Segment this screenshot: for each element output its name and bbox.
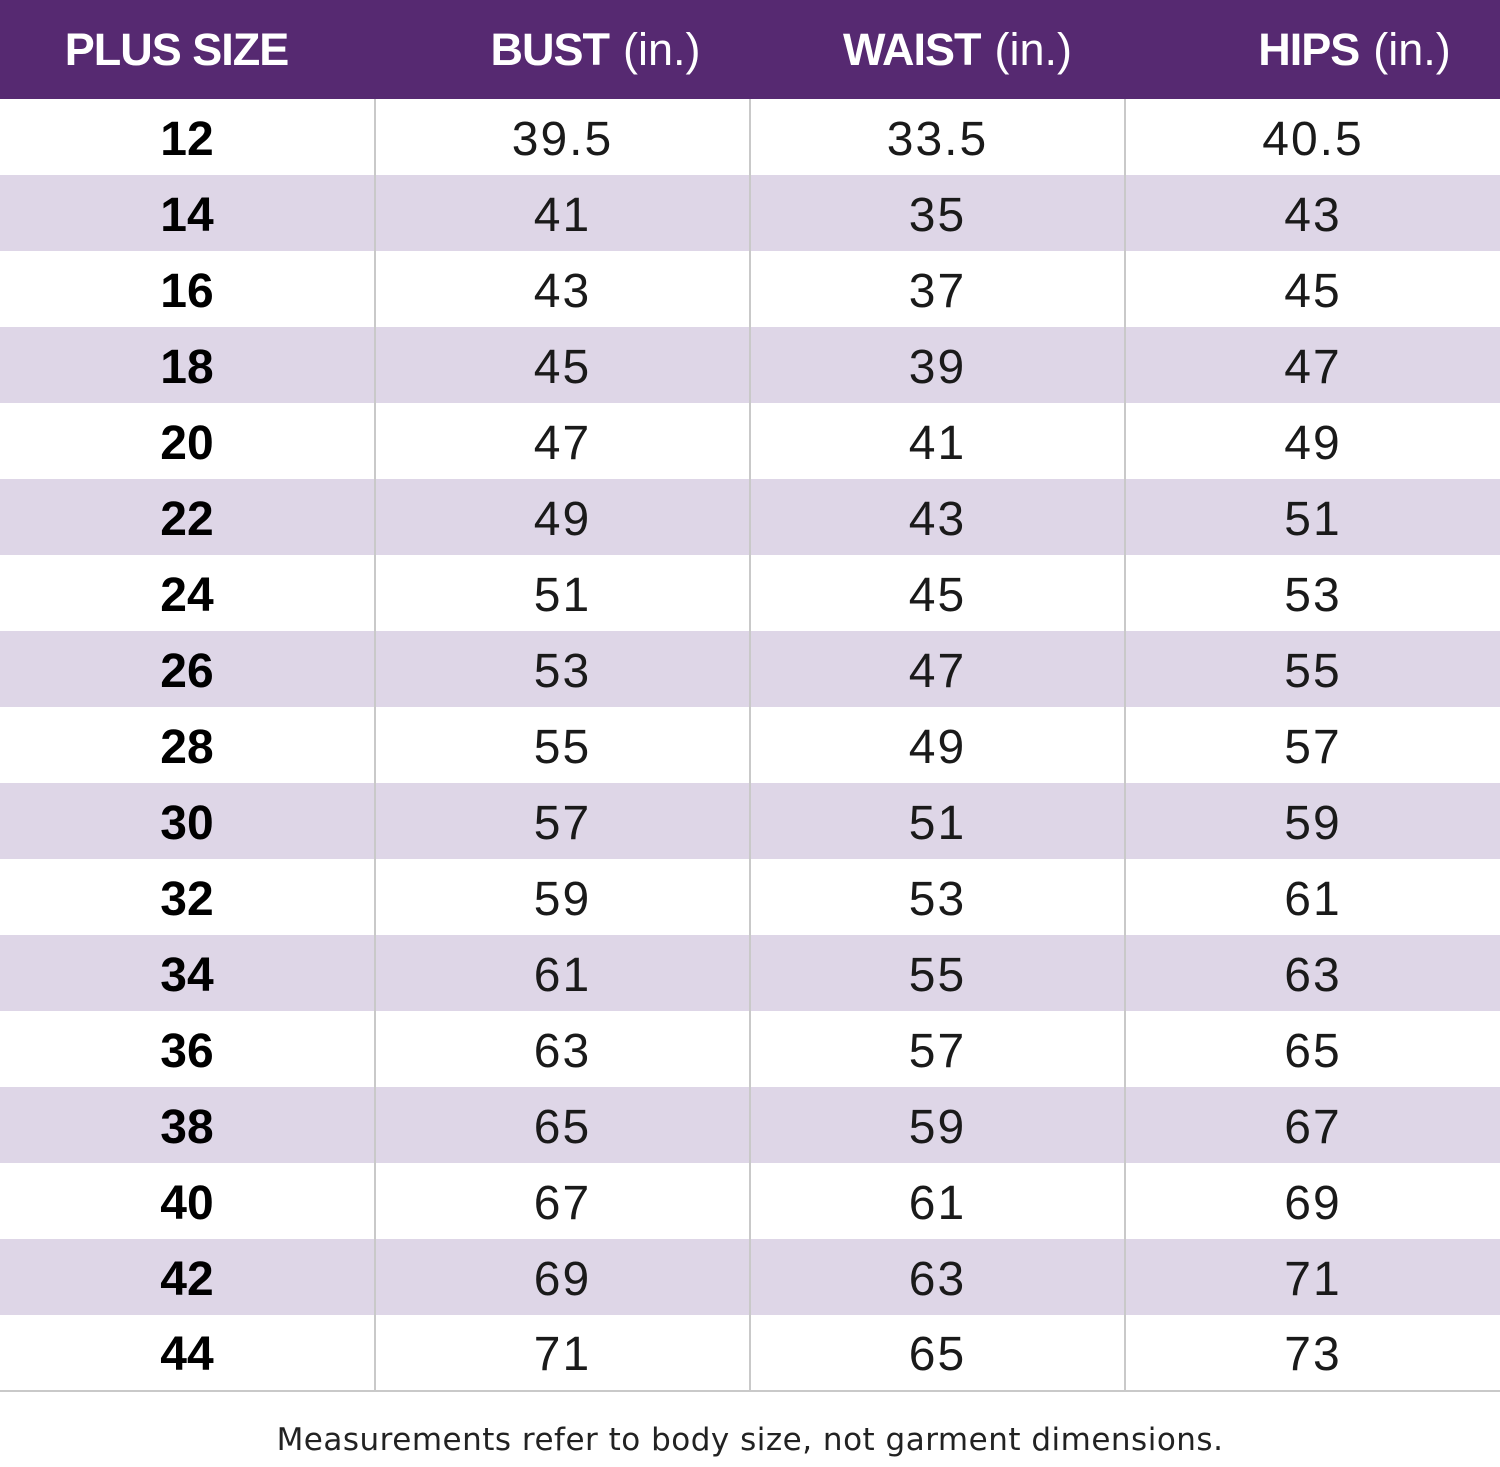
waist-cell: 35 [749,175,1125,251]
waist-cell: 51 [749,783,1125,859]
waist-cell: 57 [749,1011,1125,1087]
bust-cell: 63 [374,1011,750,1087]
table-row: 18 45 39 47 [0,327,1500,403]
waist-cell: 49 [749,707,1125,783]
table-row: 38 65 59 67 [0,1087,1500,1163]
header-bust: BUST (in.) [490,23,701,75]
table-row: 14 41 35 43 [0,175,1500,251]
size-cell: 16 [160,264,214,318]
size-cell: 14 [160,188,214,242]
table-row: 20 47 41 49 [0,403,1500,479]
size-cell: 28 [160,720,214,774]
waist-cell: 55 [749,935,1125,1011]
header-waist: WAIST (in.) [843,23,1073,75]
waist-cell: 47 [749,631,1125,707]
waist-cell: 65 [749,1315,1125,1392]
hips-cell: 73 [1124,1315,1500,1392]
table-row: 24 51 45 53 [0,555,1500,631]
bust-cell: 71 [374,1315,750,1392]
hips-cell: 63 [1124,935,1500,1011]
table-row: 30 57 51 59 [0,783,1500,859]
bust-cell: 49 [374,479,750,555]
waist-cell: 53 [749,859,1125,935]
header-bust-unit: (in.) [623,23,701,75]
hips-cell: 49 [1124,403,1500,479]
bust-cell: 55 [374,707,750,783]
bust-cell: 41 [374,175,750,251]
table-row: 34 61 55 63 [0,935,1500,1011]
table-row: 16 43 37 45 [0,251,1500,327]
hips-cell: 53 [1124,555,1500,631]
bust-cell: 59 [374,859,750,935]
bust-cell: 45 [374,327,750,403]
table-row: 44 71 65 73 [0,1315,1500,1392]
hips-cell: 67 [1124,1087,1500,1163]
hips-cell: 40.5 [1124,99,1500,175]
size-chart-body: 12 39.5 33.5 40.5 14 41 35 43 16 43 37 45 18 45 39 47 20… [0,99,1500,1392]
waist-cell: 63 [749,1239,1125,1315]
size-chart-header: PLUS SIZE BUST (in.) WAIST (in.) HIPS (in.) [0,0,1500,99]
table-row: 36 63 57 65 [0,1011,1500,1087]
hips-cell: 51 [1124,479,1500,555]
size-cell: 42 [160,1252,214,1306]
hips-cell: 43 [1124,175,1500,251]
table-row: 22 49 43 51 [0,479,1500,555]
bust-cell: 61 [374,935,750,1011]
header-hips: HIPS (in.) [1258,23,1451,75]
waist-cell: 39 [749,327,1125,403]
hips-cell: 65 [1124,1011,1500,1087]
waist-cell: 33.5 [749,99,1125,175]
hips-cell: 69 [1124,1163,1500,1239]
size-cell: 30 [160,796,214,850]
size-cell: 24 [160,568,214,622]
size-cell: 20 [160,416,214,470]
table-row: 32 59 53 61 [0,859,1500,935]
bust-cell: 51 [374,555,750,631]
header-hips-unit: (in.) [1373,23,1451,75]
table-row: 26 53 47 55 [0,631,1500,707]
footnote: Measurements refer to body size, not gar… [276,1422,1224,1458]
table-row: 42 69 63 71 [0,1239,1500,1315]
size-cell: 22 [160,492,214,546]
waist-cell: 41 [749,403,1125,479]
table-row: 40 67 61 69 [0,1163,1500,1239]
waist-cell: 61 [749,1163,1125,1239]
size-cell: 44 [0,1315,375,1392]
size-cell: 26 [160,644,214,698]
bust-cell: 47 [374,403,750,479]
bust-cell: 57 [374,783,750,859]
bust-cell: 39.5 [374,99,750,175]
size-cell: 32 [160,872,214,926]
hips-cell: 55 [1124,631,1500,707]
size-cell: 38 [160,1100,214,1154]
hips-cell: 71 [1124,1239,1500,1315]
waist-cell: 59 [749,1087,1125,1163]
bust-cell: 65 [374,1087,750,1163]
header-row: PLUS SIZE BUST (in.) WAIST (in.) HIPS (in.) [0,0,1500,99]
table-row: 12 39.5 33.5 40.5 [0,99,1500,175]
size-cell: 34 [160,948,214,1002]
bust-cell: 53 [374,631,750,707]
bust-cell: 67 [374,1163,750,1239]
hips-cell: 47 [1124,327,1500,403]
hips-cell: 45 [1124,251,1500,327]
bust-cell: 69 [374,1239,750,1315]
waist-cell: 45 [749,555,1125,631]
bust-cell: 43 [374,251,750,327]
size-cell: 40 [160,1176,214,1230]
size-chart-table: PLUS SIZE BUST (in.) WAIST (in.) HIPS (in.)… [0,0,1500,1392]
waist-cell: 43 [749,479,1125,555]
size-cell: 12 [160,112,214,166]
hips-cell: 59 [1124,783,1500,859]
header-plus-size: PLUS SIZE [64,23,290,75]
table-row: 28 55 49 57 [0,707,1500,783]
hips-cell: 61 [1124,859,1500,935]
hips-cell: 57 [1124,707,1500,783]
size-cell: 36 [160,1024,214,1078]
header-waist-unit: (in.) [994,23,1073,75]
size-cell: 18 [160,340,214,394]
waist-cell: 37 [749,251,1125,327]
